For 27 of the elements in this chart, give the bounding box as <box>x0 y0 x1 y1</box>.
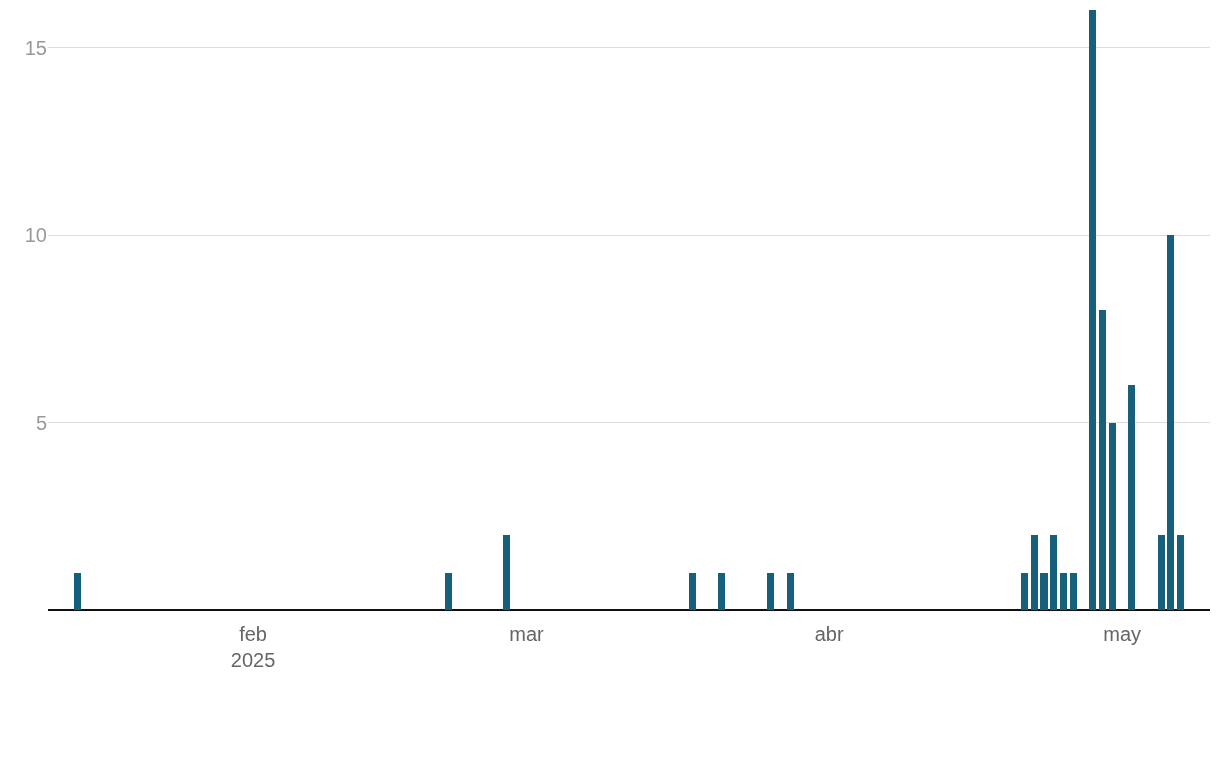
bar <box>1060 572 1068 610</box>
y-tick-label: 15 <box>24 36 47 59</box>
x-tick-label: mar <box>509 623 545 645</box>
bar <box>1108 422 1116 610</box>
bar <box>1069 572 1077 610</box>
bar <box>1020 572 1028 610</box>
x-tick-label: may <box>1103 623 1142 645</box>
x-tick-label: feb 2025 <box>230 623 276 671</box>
bar <box>444 572 452 610</box>
bar <box>1167 235 1175 610</box>
bar <box>1099 310 1107 610</box>
bar <box>767 572 775 610</box>
bar <box>1089 10 1097 610</box>
bar <box>1157 535 1165 610</box>
y-tick-label: 5 <box>35 411 47 434</box>
bar <box>1177 535 1185 610</box>
bar <box>718 572 726 610</box>
bar <box>1050 535 1058 610</box>
bar <box>1128 385 1136 610</box>
bar <box>503 535 511 610</box>
bar <box>1030 535 1038 610</box>
bar <box>73 572 81 610</box>
bar <box>786 572 794 610</box>
x-tick-label: abr <box>814 623 844 645</box>
bar <box>688 572 696 610</box>
y-tick-label: 10 <box>24 224 47 246</box>
bar <box>1040 572 1048 610</box>
